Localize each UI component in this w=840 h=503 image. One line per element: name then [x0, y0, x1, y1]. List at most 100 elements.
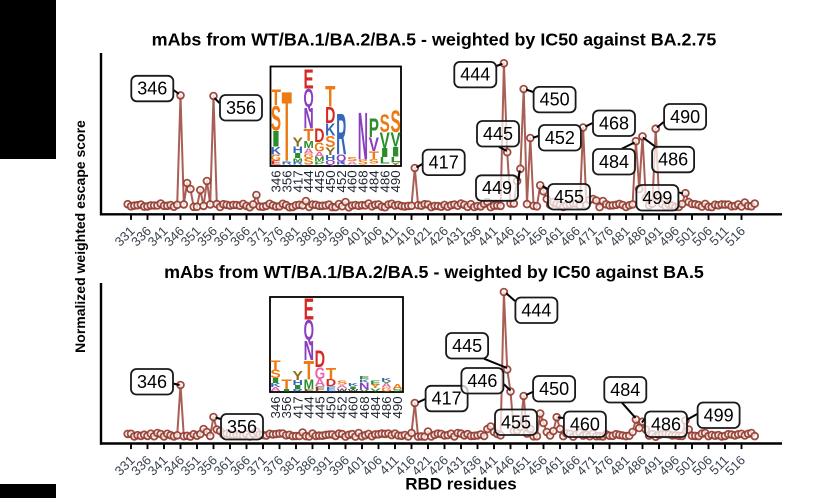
- svg-text:S: S: [369, 158, 379, 165]
- svg-text:G: G: [381, 387, 391, 393]
- svg-text:R: R: [336, 104, 346, 169]
- svg-text:490: 490: [388, 170, 403, 192]
- svg-text:444: 444: [460, 65, 490, 85]
- svg-text:S: S: [358, 158, 368, 167]
- svg-text:Y: Y: [391, 162, 402, 166]
- svg-text:T: T: [281, 378, 292, 393]
- svg-text:T: T: [304, 355, 315, 385]
- svg-text:Y: Y: [325, 145, 335, 158]
- svg-text:346: 346: [268, 396, 283, 418]
- svg-text:S: S: [347, 157, 358, 163]
- svg-text:T: T: [303, 125, 314, 146]
- svg-text:460: 460: [346, 396, 361, 418]
- svg-text:I: I: [293, 384, 303, 390]
- svg-text:A: A: [347, 160, 358, 166]
- svg-text:I: I: [380, 145, 390, 159]
- svg-text:H: H: [293, 145, 303, 156]
- svg-text:450: 450: [323, 170, 338, 192]
- svg-text:H: H: [292, 379, 302, 386]
- svg-text:N: N: [303, 101, 313, 134]
- svg-text:L: L: [390, 155, 400, 164]
- svg-text:490: 490: [390, 396, 405, 418]
- svg-text:499: 499: [704, 405, 734, 425]
- svg-text:V: V: [370, 388, 381, 393]
- svg-text:I: I: [293, 152, 303, 160]
- svg-text:445: 445: [483, 124, 513, 144]
- svg-text:452: 452: [335, 396, 350, 418]
- svg-text:445: 445: [312, 170, 327, 192]
- svg-text:T: T: [325, 81, 336, 114]
- svg-text:417: 417: [429, 152, 459, 172]
- svg-text:E: E: [370, 380, 381, 386]
- svg-text:445: 445: [452, 336, 482, 356]
- svg-text:D: D: [325, 104, 335, 129]
- svg-text:346: 346: [137, 79, 167, 99]
- svg-text:Q: Q: [336, 154, 346, 164]
- svg-text:S: S: [337, 380, 348, 386]
- svg-text:F: F: [304, 388, 315, 392]
- svg-text:R: R: [292, 389, 303, 392]
- svg-text:449: 449: [482, 178, 512, 198]
- svg-text:P: P: [369, 112, 379, 143]
- svg-text:460: 460: [570, 414, 600, 434]
- svg-text:444: 444: [521, 300, 551, 320]
- svg-text:W: W: [337, 387, 347, 392]
- svg-text:486: 486: [377, 170, 392, 192]
- svg-text:484: 484: [366, 170, 381, 192]
- svg-text:Y: Y: [293, 135, 304, 150]
- svg-text:G: G: [303, 153, 313, 160]
- svg-text:S: S: [391, 105, 401, 139]
- svg-text:N: N: [358, 100, 368, 175]
- svg-text:M: M: [293, 157, 304, 162]
- svg-text:RBD residues: RBD residues: [405, 475, 516, 494]
- svg-text:Y: Y: [370, 384, 381, 389]
- svg-text:K: K: [359, 378, 370, 383]
- svg-text:E: E: [271, 160, 282, 166]
- svg-text:455: 455: [554, 187, 584, 207]
- svg-text:446: 446: [467, 371, 497, 391]
- svg-text:I: I: [391, 144, 401, 160]
- svg-text:W: W: [348, 388, 359, 392]
- svg-text:T: T: [282, 72, 292, 184]
- svg-text:452: 452: [334, 170, 349, 192]
- svg-text:417: 417: [432, 389, 462, 409]
- svg-text:M: M: [303, 140, 313, 151]
- svg-text:E: E: [304, 63, 314, 95]
- svg-text:417: 417: [290, 170, 305, 192]
- svg-text:I: I: [281, 388, 291, 392]
- svg-text:L: L: [380, 155, 390, 165]
- svg-text:A: A: [381, 382, 391, 389]
- svg-text:450: 450: [539, 379, 569, 399]
- svg-text:mAbs from WT/BA.1/BA.2/BA.5 -: mAbs from WT/BA.1/BA.2/BA.5 - weighted b…: [152, 30, 717, 50]
- svg-text:356: 356: [226, 98, 256, 118]
- svg-text:Y: Y: [293, 369, 304, 384]
- svg-text:356: 356: [279, 170, 294, 192]
- svg-text:346: 346: [137, 372, 167, 392]
- svg-text:468: 468: [599, 113, 629, 133]
- svg-text:444: 444: [301, 396, 316, 418]
- svg-text:G: G: [315, 365, 325, 384]
- svg-text:486: 486: [651, 414, 681, 434]
- svg-text:450: 450: [324, 396, 339, 418]
- svg-text:Normalized weighted escape sco: Normalized weighted escape score: [72, 120, 88, 353]
- svg-text:455: 455: [501, 412, 531, 432]
- svg-text:N: N: [359, 381, 369, 392]
- svg-text:R: R: [282, 160, 293, 166]
- svg-text:V: V: [359, 389, 370, 392]
- svg-text:499: 499: [642, 188, 672, 208]
- svg-text:K: K: [336, 161, 347, 165]
- svg-text:346: 346: [269, 170, 284, 192]
- svg-text:Q: Q: [304, 314, 314, 346]
- svg-text:V: V: [391, 128, 401, 151]
- svg-text:Q: Q: [304, 86, 314, 114]
- svg-text:460: 460: [345, 170, 360, 192]
- svg-text:S: S: [271, 98, 281, 138]
- svg-text:450: 450: [540, 90, 570, 110]
- svg-text:Q: Q: [325, 160, 335, 167]
- svg-text:V: V: [369, 133, 379, 155]
- svg-text:S: S: [304, 157, 314, 167]
- svg-text:G: G: [314, 139, 324, 154]
- svg-text:445: 445: [313, 396, 328, 418]
- svg-text:444: 444: [301, 170, 316, 192]
- svg-text:A: A: [270, 386, 281, 392]
